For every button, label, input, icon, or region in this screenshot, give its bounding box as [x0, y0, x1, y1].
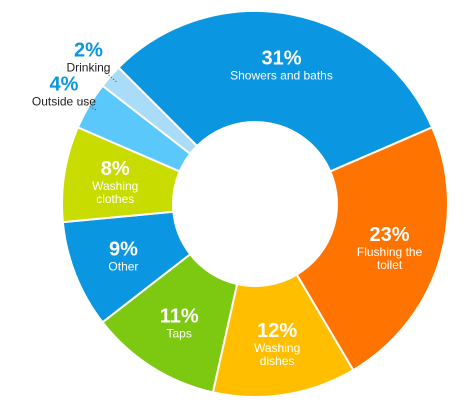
segment-label: 12% Washing dishes: [244, 320, 310, 368]
segment-label: 4% Outside use: [31, 73, 97, 108]
category-label: Showers and baths: [230, 68, 333, 83]
leader-line: [78, 99, 97, 111]
category-label: Drinking: [66, 60, 111, 75]
percent-label: 4%: [49, 73, 79, 96]
segment-label: 8% Washing clothes: [82, 158, 148, 206]
segment-label: 11% Taps: [146, 306, 212, 341]
percent-label: 12%: [257, 319, 298, 342]
category-label: Taps: [166, 326, 192, 341]
segment-label: 9% Other: [90, 238, 156, 273]
segment-label: 31% Showers and baths: [217, 47, 347, 82]
donut-segment: [101, 66, 199, 156]
category-label: Other: [108, 259, 139, 274]
percent-label: 11%: [159, 305, 199, 328]
segment-label: 23% Flushing the toilet: [357, 224, 423, 272]
percent-label: 23%: [369, 223, 410, 246]
percent-label: 8%: [100, 157, 130, 180]
leader-line: [100, 68, 117, 83]
percent-label: 2%: [74, 39, 103, 62]
category-label: Washing dishes: [254, 340, 301, 368]
donut-segment: [295, 126, 449, 372]
percent-label: 31%: [261, 47, 302, 70]
donut-segment: [117, 10, 434, 173]
segment-label: 2% Drinking: [55, 40, 121, 75]
percent-label: 9%: [108, 238, 138, 261]
category-label: Flushing the toilet: [356, 244, 423, 272]
category-label: Outside use: [31, 94, 96, 109]
category-label: Washing clothes: [92, 178, 139, 206]
